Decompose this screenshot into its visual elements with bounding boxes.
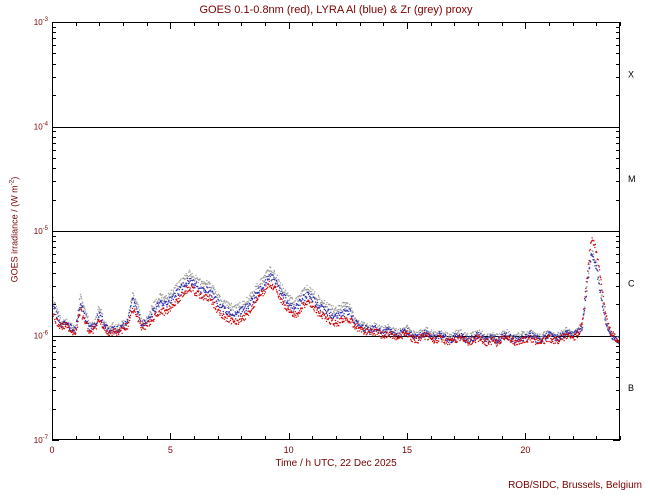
y-tick-labels: 10-3 10-4 10-5 10-6 10-7: [34, 17, 49, 445]
flare-class-C: C: [628, 278, 635, 288]
y-tick-label: 10-4: [34, 122, 49, 132]
series-lyra-zr-proxy: [52, 249, 620, 344]
x-tick-labels: 0 5 10 15 20: [49, 445, 530, 455]
y-tick-label: 10-6: [34, 331, 49, 341]
credit-text: ROB/SIDC, Brussels, Belgium: [508, 480, 642, 491]
y-tick-label: 10-3: [34, 17, 49, 27]
y-axis-title-text: GOES irradiance / (W m: [9, 185, 20, 283]
y-tick-label: 10-5: [34, 226, 49, 236]
minor-ticks: [52, 22, 621, 440]
x-tick-label: 0: [49, 445, 54, 455]
flux-threshold-lines: [52, 127, 620, 337]
series-lyra-al-proxy: [52, 253, 620, 345]
y-axis-title-exponent: -2: [8, 179, 16, 186]
x-tick-label: 10: [284, 445, 294, 455]
y-axis-title: GOES irradiance / (W m-2): [9, 80, 20, 380]
x-tick-label: 15: [402, 445, 412, 455]
x-tick-label: 20: [520, 445, 530, 455]
flare-class-B: B: [628, 383, 634, 393]
y-tick-label: 10-7: [34, 435, 49, 445]
x-tick-label: 5: [168, 445, 173, 455]
x-axis-title: Time / h UTC, 22 Dec 2025: [275, 458, 397, 469]
flare-class-labels: X M C B: [628, 69, 636, 393]
y-axis-title-suffix: ): [9, 176, 20, 180]
series-goes-0-1-0-8nm: [52, 237, 620, 347]
flare-class-M: M: [628, 174, 636, 184]
plot-border: [52, 22, 620, 440]
flare-class-X: X: [628, 69, 634, 79]
chart-title: GOES 0.1-0.8nm (red), LYRA Al (blue) & Z…: [199, 4, 473, 16]
